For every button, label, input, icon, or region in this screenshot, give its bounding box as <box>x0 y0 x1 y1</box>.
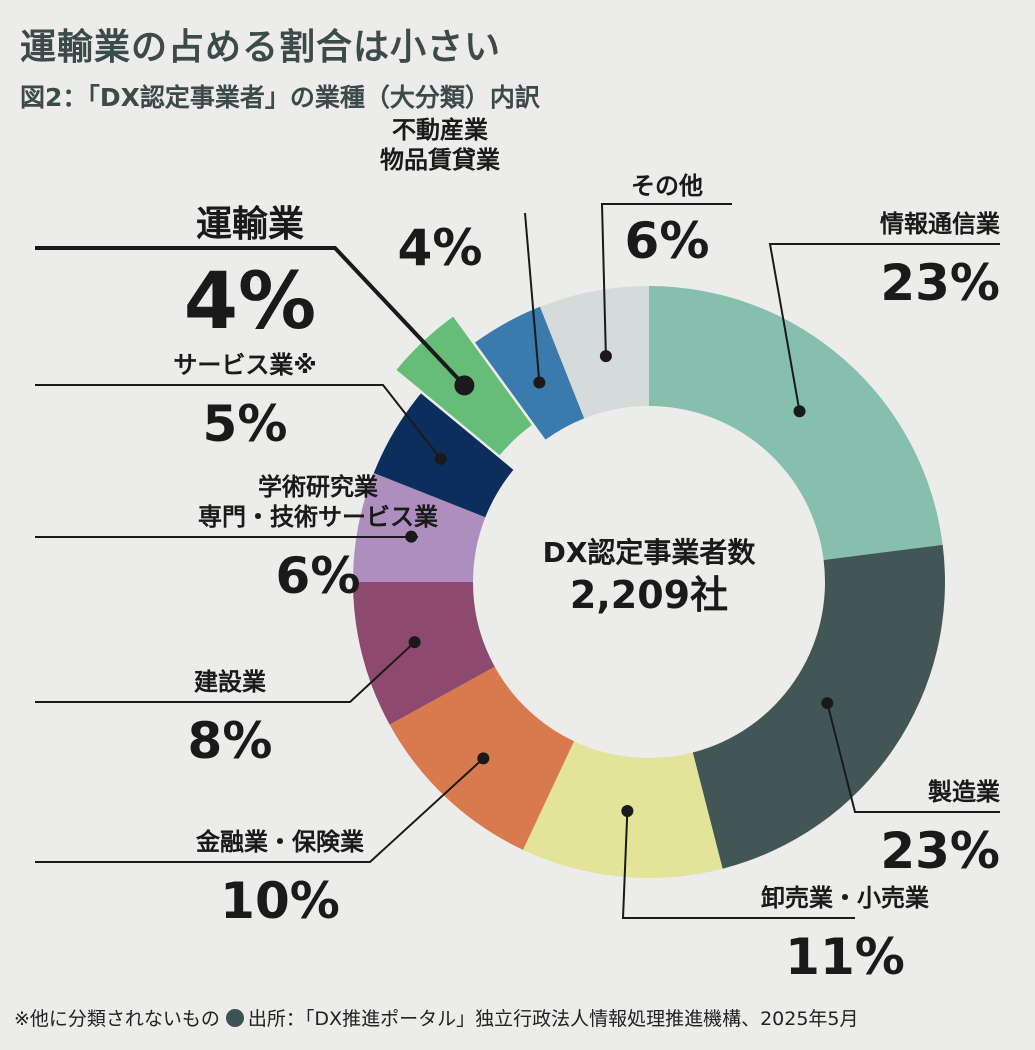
slice-3-label: 卸売業・小売業 <box>761 884 929 912</box>
center-label-title: DX認定事業者数 <box>543 536 757 569</box>
slice-1-value: 23% <box>880 254 1000 312</box>
slice-9-label: 物品賃貸業 <box>380 146 500 174</box>
slice-5-leader <box>35 641 416 703</box>
slice-4-value: 10% <box>220 872 340 930</box>
slice-1-label: 情報通信業 <box>880 210 1000 238</box>
slice-10-wedge <box>540 286 649 419</box>
slice-2-wedge <box>692 544 945 869</box>
slice-8-leader <box>35 246 466 387</box>
slice-3-value: 11% <box>785 928 905 986</box>
slice-9-value: 4% <box>398 219 483 277</box>
slice-10-leader <box>600 203 732 357</box>
slice-6-dot <box>405 530 418 543</box>
slice-4-label: 金融業・保険業 <box>195 828 364 856</box>
slice-5-label: 建設業 <box>194 668 266 696</box>
slice-9-leader <box>524 212 541 383</box>
slice-4-leader <box>35 757 485 863</box>
slice-8-dot <box>454 375 475 396</box>
slice-8-value: 4% <box>184 257 316 347</box>
slice-6-wedge <box>353 473 486 582</box>
slice-6-label: 学術研究業 <box>258 473 378 501</box>
source-text: 出所：「DX推進ポータル」独立行政法人情報処理推進機構、2025年5月 <box>247 1008 859 1030</box>
slice-1-leader <box>768 243 1000 412</box>
slice-9-dot <box>533 376 546 389</box>
slice-10-label: その他 <box>631 172 703 200</box>
slice-1-dot <box>793 405 806 418</box>
slice-6-label: 専門・技術サービス業 <box>198 503 438 531</box>
chart-title: 運輸業の占める割合は小さい <box>20 27 502 68</box>
footnote: ※他に分類されないもの <box>14 1008 220 1030</box>
source-dot-icon <box>225 1009 244 1027</box>
slice-10-value: 6% <box>625 212 710 270</box>
center-label-count: 2,209社 <box>570 573 728 617</box>
slice-7-leader <box>35 384 442 460</box>
slice-4-dot <box>477 752 490 765</box>
slice-9-wedge <box>475 306 585 440</box>
slice-2-leader <box>826 702 1000 813</box>
slice-9-label: 不動産業 <box>392 116 488 144</box>
slice-10-dot <box>599 350 612 363</box>
chart-subtitle: 図2：「DX認定事業者」の業種（大分類）内訳 <box>20 83 540 112</box>
slice-8-label: 運輸業 <box>196 204 304 245</box>
slice-7-label: サービス業※ <box>173 351 316 379</box>
slice-6-value: 6% <box>276 547 361 605</box>
slice-7-value: 5% <box>203 395 288 453</box>
slice-5-dot <box>408 636 421 649</box>
slice-7-dot <box>434 452 447 465</box>
slice-5-value: 8% <box>188 712 273 770</box>
slice-3-leader <box>621 810 855 919</box>
slice-2-label: 製造業 <box>928 778 1000 806</box>
slice-5-wedge <box>353 582 495 725</box>
footer: ※他に分類されないもの 出所：「DX推進ポータル」独立行政法人情報処理推進機構、2… <box>14 1004 859 1031</box>
slice-1-wedge <box>649 286 943 560</box>
slice-2-value: 23% <box>880 822 1000 880</box>
slice-3-dot <box>621 804 634 817</box>
slice-2-dot <box>821 697 834 710</box>
donut-chart: 情報通信業 23% 製造業 23% 卸売業・小売業 11% 金融業・保険業 10% 建設業 8% 学… <box>35 116 1000 986</box>
